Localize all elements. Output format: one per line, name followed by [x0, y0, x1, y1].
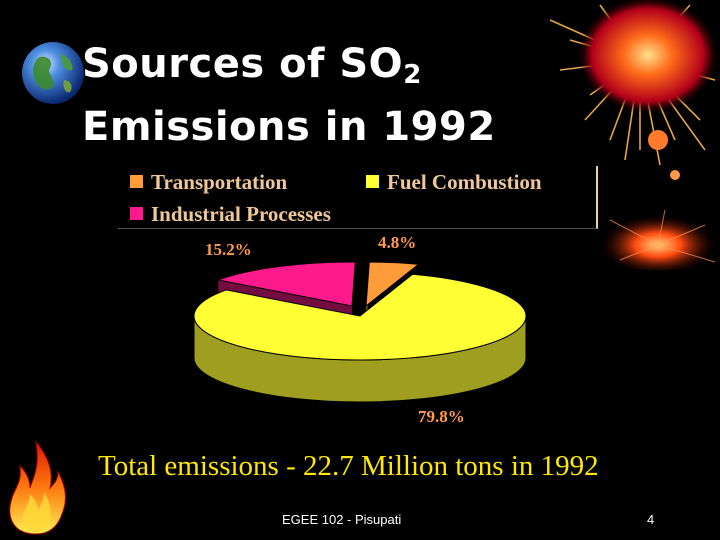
data-label-transportation: 4.8%	[378, 233, 417, 252]
pie-slice-industrial-processes	[216, 261, 356, 307]
total-emissions-text: Total emissions - 22.7 Million tons in 1…	[98, 450, 599, 482]
chart-legend: Transportation Fuel Combustion Industria…	[118, 166, 598, 229]
flame-icon	[9, 440, 66, 535]
page-number: 4	[647, 512, 655, 527]
legend-swatch-industrial-processes	[130, 207, 143, 220]
pie-slice-transportation	[365, 261, 420, 308]
globe-icon	[22, 42, 84, 104]
pie-slice-fuel-combustion	[193, 273, 527, 361]
data-label-fuel-combustion: 79.8%	[418, 407, 465, 426]
slide-title: Sources of SO2 Emissions in 1992	[82, 41, 496, 150]
legend-swatch-fuel-combustion	[366, 175, 379, 188]
legend-entry-transportation: Transportation	[130, 170, 287, 195]
fireworks-icon	[549, 0, 718, 270]
legend-entry-fuel-combustion: Fuel Combustion	[366, 170, 542, 195]
legend-entry-industrial-processes: Industrial Processes	[130, 202, 331, 227]
footer-text: EGEE 102 - Pisupati	[282, 512, 402, 527]
data-label-industrial-processes: 15.2%	[205, 240, 252, 259]
legend-swatch-transportation	[130, 175, 143, 188]
